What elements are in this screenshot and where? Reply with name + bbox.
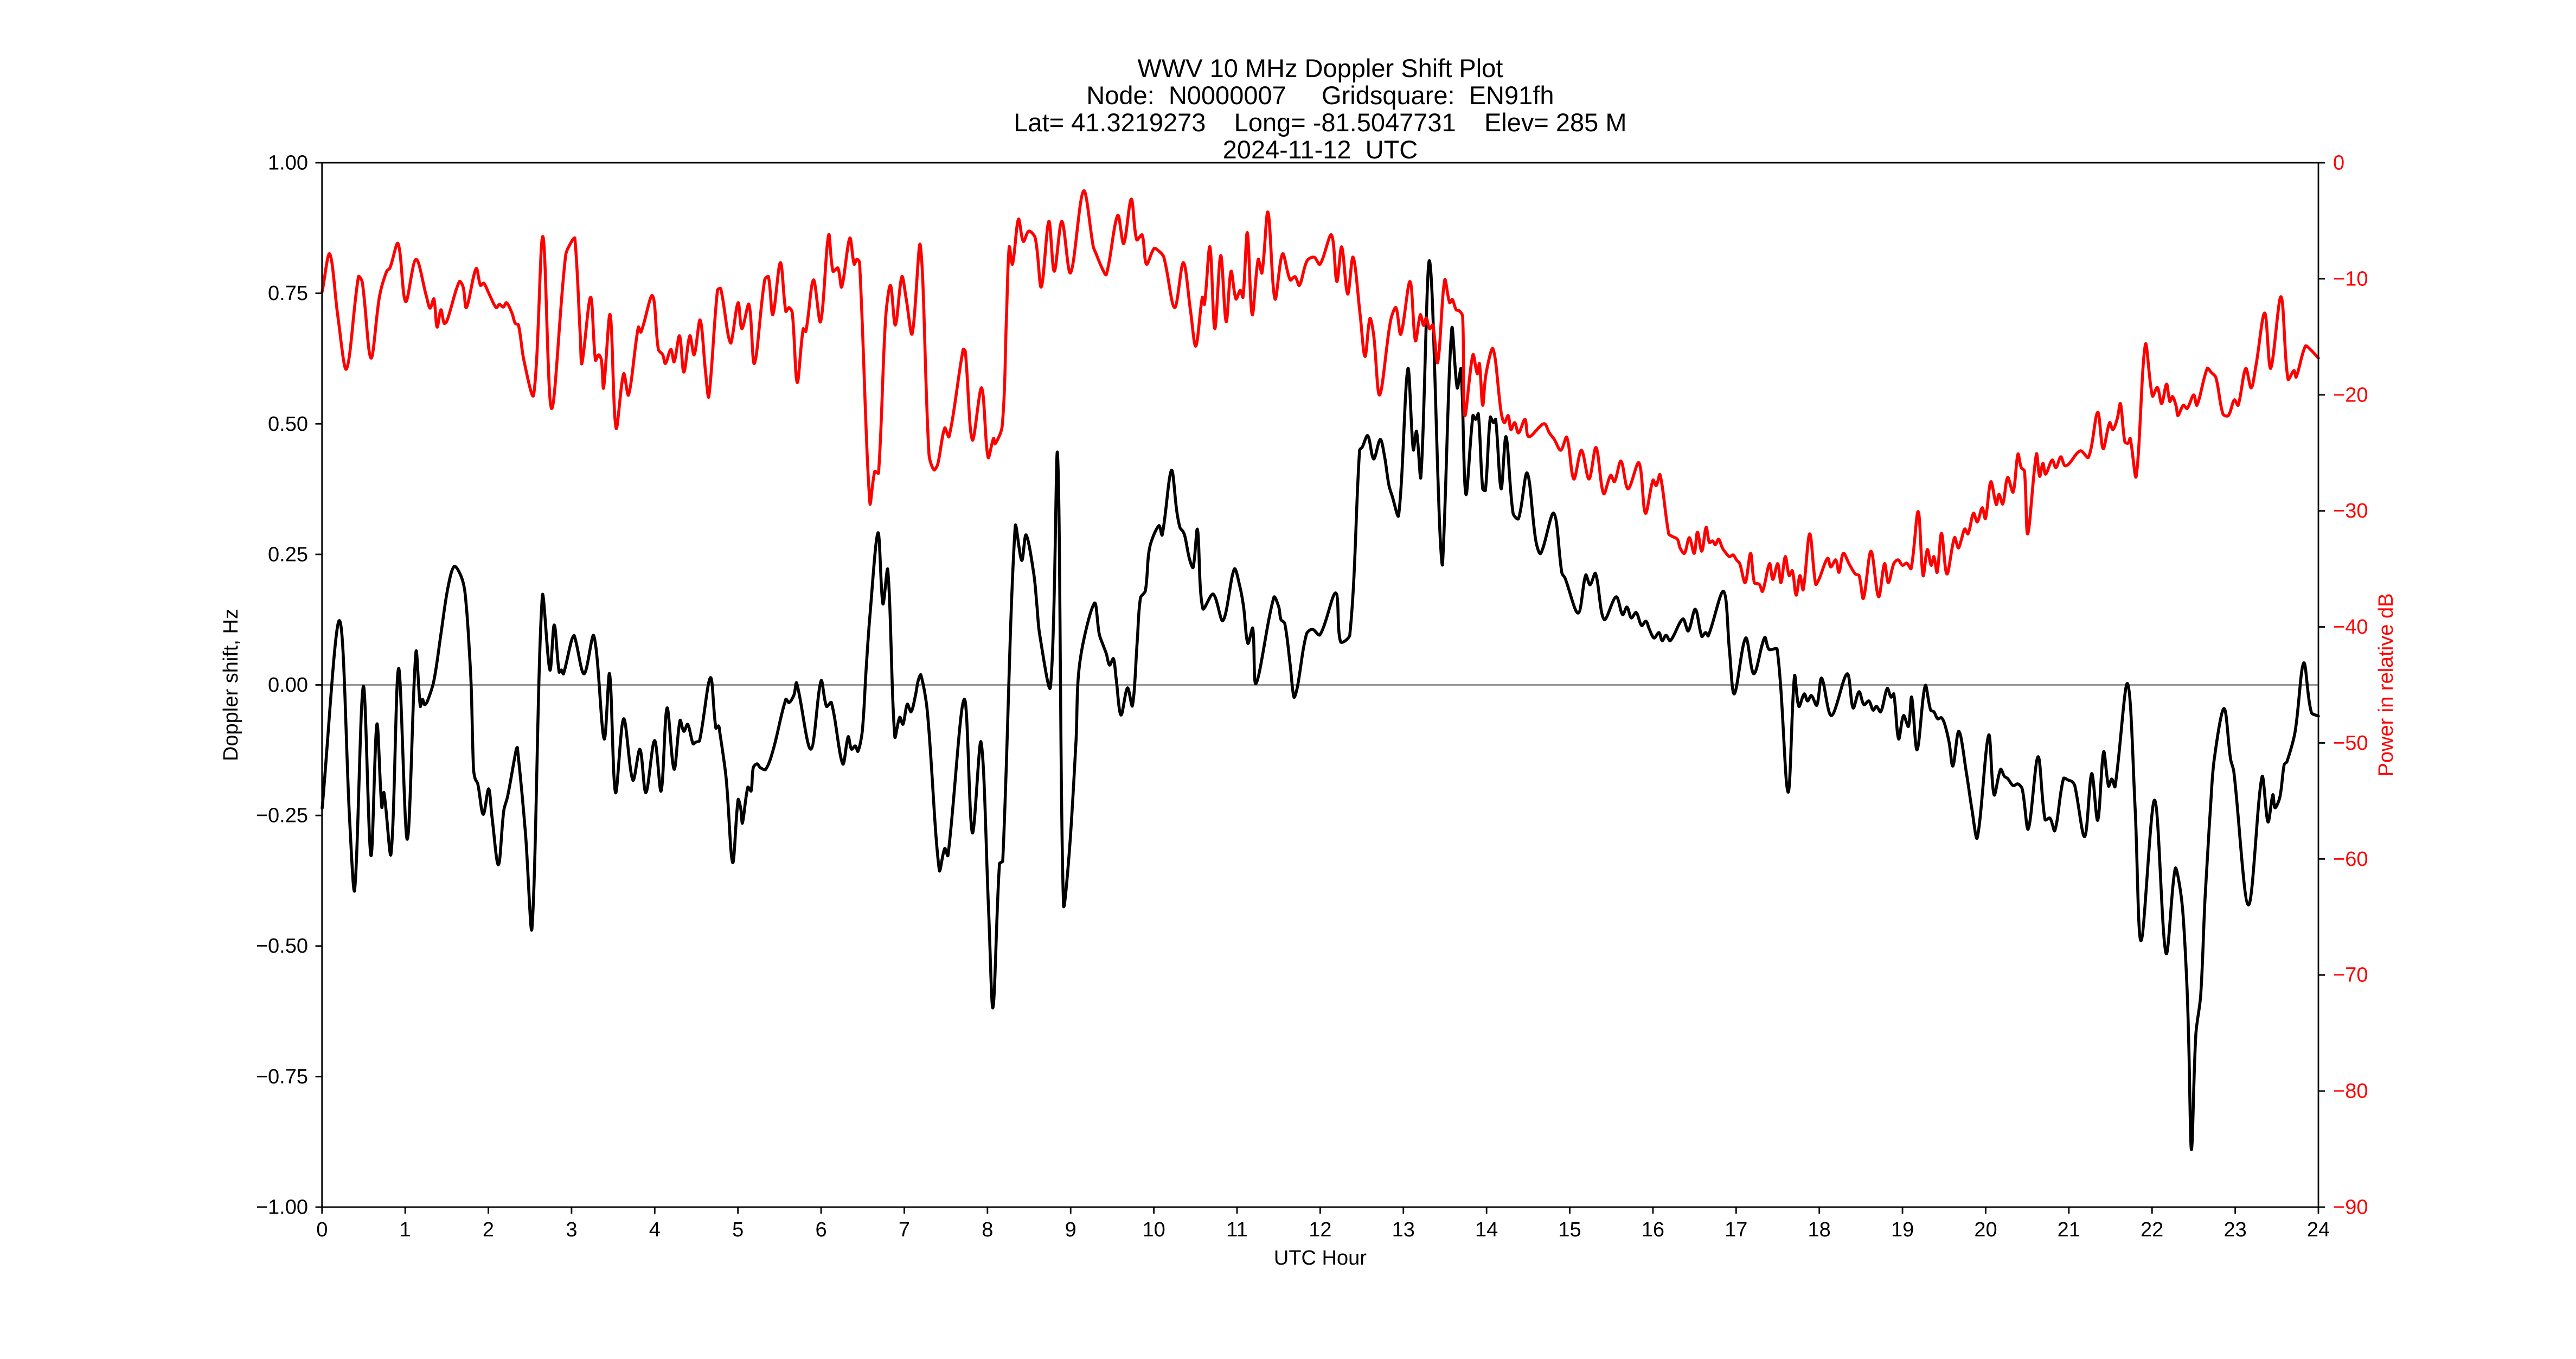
svg-text:22: 22 — [2141, 1218, 2163, 1241]
svg-text:19: 19 — [1891, 1218, 1914, 1241]
svg-text:8: 8 — [982, 1218, 993, 1241]
svg-text:−90: −90 — [2333, 1196, 2368, 1219]
svg-text:2024-11-12 UTC: 2024-11-12 UTC — [1223, 135, 1418, 164]
svg-text:16: 16 — [1642, 1218, 1664, 1241]
svg-text:−30: −30 — [2333, 500, 2368, 522]
svg-text:17: 17 — [1725, 1218, 1747, 1241]
svg-text:11: 11 — [1226, 1218, 1247, 1241]
svg-text:1: 1 — [400, 1218, 411, 1241]
svg-text:5: 5 — [732, 1218, 744, 1241]
svg-text:−0.50: −0.50 — [256, 935, 308, 958]
svg-text:4: 4 — [649, 1218, 661, 1241]
svg-text:7: 7 — [899, 1218, 910, 1241]
svg-text:0.75: 0.75 — [268, 282, 308, 305]
svg-text:Node: N0000007 Gridsquare: Node: N0000007 Gridsquare: EN91fh — [1086, 81, 1554, 110]
svg-text:Doppler shift, Hz: Doppler shift, Hz — [220, 609, 242, 761]
svg-text:15: 15 — [1558, 1218, 1581, 1241]
svg-text:Lat= 41.3219273 Long= -81.5: Lat= 41.3219273 Long= -81.5047731 Elev= … — [1014, 108, 1626, 137]
svg-text:2: 2 — [483, 1218, 494, 1241]
svg-text:23: 23 — [2223, 1218, 2246, 1241]
svg-text:−10: −10 — [2333, 267, 2368, 290]
svg-text:6: 6 — [816, 1218, 827, 1241]
svg-text:−20: −20 — [2333, 384, 2368, 406]
svg-text:−40: −40 — [2333, 616, 2368, 639]
svg-text:3: 3 — [566, 1218, 577, 1241]
svg-text:0: 0 — [2333, 152, 2344, 175]
svg-text:10: 10 — [1142, 1218, 1165, 1241]
svg-text:−1.00: −1.00 — [256, 1196, 308, 1219]
svg-text:UTC Hour: UTC Hour — [1274, 1247, 1367, 1269]
svg-text:1.00: 1.00 — [268, 152, 308, 175]
svg-text:−0.75: −0.75 — [256, 1065, 308, 1088]
svg-text:9: 9 — [1065, 1218, 1076, 1241]
svg-text:0.50: 0.50 — [268, 413, 308, 436]
svg-text:21: 21 — [2058, 1218, 2080, 1241]
svg-text:13: 13 — [1392, 1218, 1415, 1241]
svg-text:−70: −70 — [2333, 964, 2368, 987]
svg-text:18: 18 — [1808, 1218, 1831, 1241]
svg-text:24: 24 — [2307, 1218, 2330, 1241]
svg-text:14: 14 — [1475, 1218, 1498, 1241]
svg-text:0.25: 0.25 — [268, 543, 308, 566]
svg-text:12: 12 — [1309, 1218, 1331, 1241]
svg-text:−0.25: −0.25 — [256, 805, 308, 827]
svg-text:0: 0 — [316, 1218, 328, 1241]
svg-text:Power in relative dB: Power in relative dB — [2375, 594, 2398, 777]
svg-text:−60: −60 — [2333, 848, 2368, 871]
svg-text:0.00: 0.00 — [268, 674, 308, 697]
svg-text:WWV 10 MHz Doppler Shift Plot: WWV 10 MHz Doppler Shift Plot — [1137, 54, 1503, 82]
svg-text:−50: −50 — [2333, 732, 2368, 755]
svg-text:20: 20 — [1974, 1218, 1997, 1241]
svg-text:−80: −80 — [2333, 1080, 2368, 1103]
